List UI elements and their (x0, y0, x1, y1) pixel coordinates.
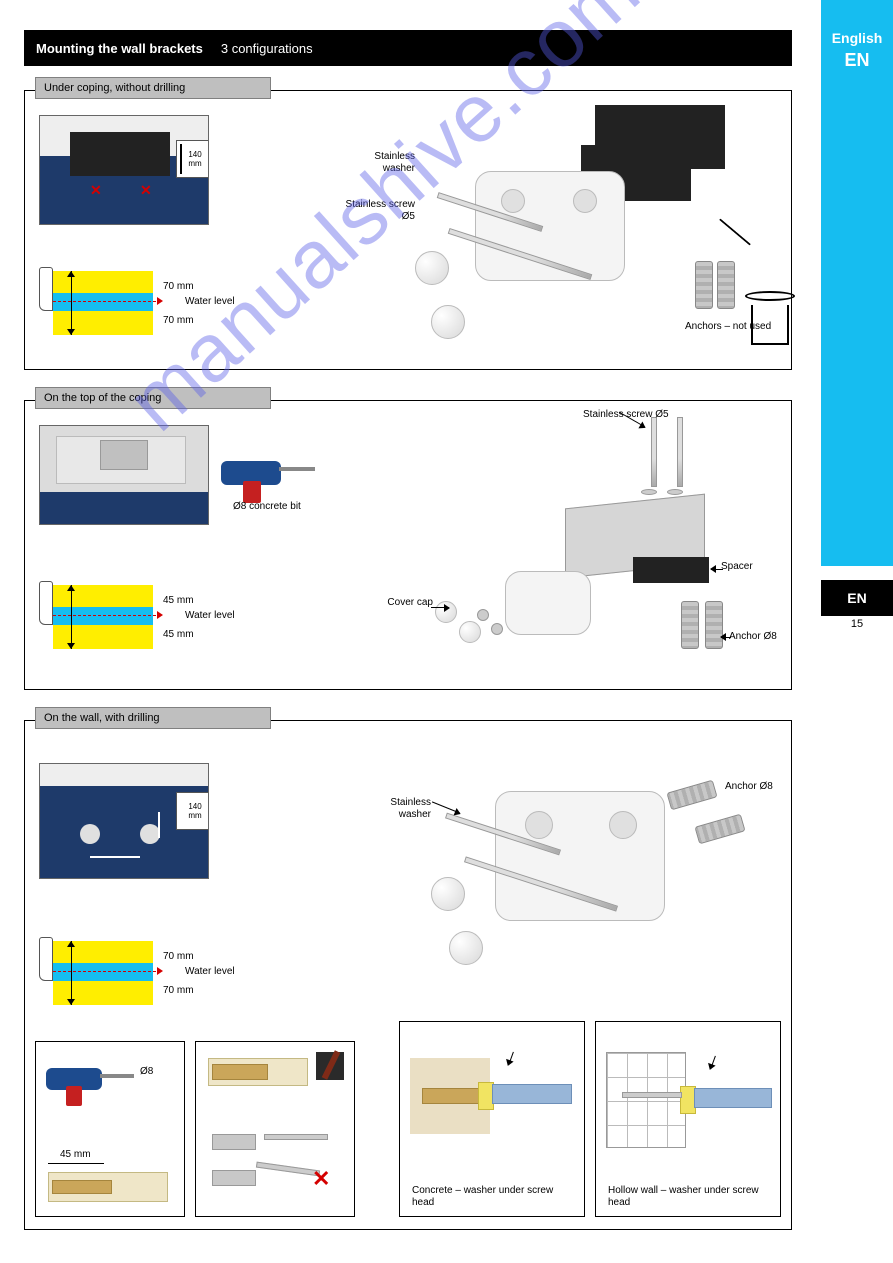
callout-line2: mm (188, 159, 201, 168)
side-lang-line1: English (821, 30, 893, 46)
side-lang-line2: EN (821, 50, 893, 71)
page-number-text: 15 (851, 618, 863, 630)
bracket-hole-icon (573, 189, 597, 213)
section-b-xsection (39, 585, 159, 649)
xsec-a-topdim: 70 mm (163, 281, 194, 293)
discard-arrow-icon (719, 218, 751, 245)
drill-icon (46, 1052, 136, 1108)
section-a-render: Stainless washer Stainless screw Ø5 Anch… (345, 111, 775, 361)
xsec-c-botdim: 70 mm (163, 985, 194, 997)
section-c-render: Stainless washer Anchor Ø8 (365, 741, 775, 971)
section-c: On the wall, with drilling ✕ ✕ 140 mm (24, 720, 792, 1230)
sub-hollow-label: Hollow wall – washer under screw head (608, 1185, 768, 1208)
sub-drill-depth: 45 mm (60, 1149, 91, 1161)
photo-c-callout: 140 mm (176, 792, 209, 830)
title-band: Mounting the wall brackets 3 configurati… (24, 30, 792, 66)
xsec-b-botdim: 45 mm (163, 629, 194, 641)
title-subtitle: 3 configurations (221, 41, 313, 56)
xsec-b-topdim: 45 mm (163, 595, 194, 607)
photo-a-block (70, 132, 170, 176)
render-b-spacer: Spacer (721, 561, 771, 573)
side-lang-label: English EN (821, 30, 893, 71)
section-a-photo: ✕ ✕ 140 mm (39, 115, 209, 225)
red-x-icon: ✕ (312, 1166, 330, 1192)
section-b-photo (39, 425, 209, 525)
render-c-washer: Stainless washer (365, 797, 431, 820)
sub-hollow: Hollow wall – washer under screw head (595, 1021, 781, 1217)
sub-concrete-label: Concrete – washer under screw head (412, 1185, 572, 1208)
section-c-xsection (39, 941, 159, 1005)
sub-drill: Ø8 45 mm (35, 1041, 185, 1217)
side-lang-black: EN (821, 580, 893, 616)
sub-drill-dia: Ø8 (140, 1066, 153, 1078)
render-a-anchornote: Anchors – not used (685, 321, 771, 333)
section-a-tab: Under coping, without drilling (35, 77, 271, 99)
drill-icon (221, 443, 317, 503)
page: English EN EN 15 Mounting the wall brack… (0, 0, 893, 1263)
section-a: Under coping, without drilling ✕ ✕ 140 m… (24, 90, 792, 370)
xsec-a-botdim: 70 mm (163, 315, 194, 327)
red-x-icon: ✕ (140, 182, 152, 199)
render-b-anchor: Anchor Ø8 (729, 631, 779, 643)
bracket-hole-icon (501, 189, 525, 213)
render-b-cap: Cover cap (377, 597, 433, 609)
section-a-xsection (39, 271, 159, 335)
xsec-c-note: Water level (185, 966, 235, 978)
side-lang-code: EN (847, 590, 866, 606)
side-blue-tab (821, 0, 893, 566)
section-c-tab: On the wall, with drilling (35, 707, 271, 729)
section-a-tab-text: Under coping, without drilling (44, 82, 185, 94)
sub-anchor: ✕ (195, 1041, 355, 1217)
title-text: Mounting the wall brackets (36, 41, 203, 56)
render-c-anchor: Anchor Ø8 (725, 781, 775, 793)
xsec-a-note: Water level (185, 296, 235, 308)
callout-c-line1: 140 (188, 802, 201, 811)
xsec-c-topdim: 70 mm (163, 951, 194, 963)
render-a-washer: Stainless washer (345, 151, 415, 174)
render-a-screw: Stainless screw Ø5 (345, 199, 415, 222)
section-c-tab-text: On the wall, with drilling (44, 712, 160, 724)
section-b-tab-text: On the top of the coping (44, 392, 161, 404)
xsec-b-note: Water level (185, 610, 235, 622)
sub-concrete: Concrete – washer under screw head (399, 1021, 585, 1217)
callout-c-line2: mm (188, 811, 201, 820)
callout-line1: 140 (188, 150, 201, 159)
drill-b-note: Ø8 concrete bit (233, 501, 301, 513)
red-x-icon: ✕ (90, 182, 102, 199)
trash-icon (745, 291, 795, 345)
section-b-render: Stainless screw Ø5 Spacer Anchor Ø8 Cove… (365, 411, 775, 681)
section-b-tab: On the top of the coping (35, 387, 271, 409)
section-c-photo: ✕ ✕ 140 mm (39, 763, 209, 879)
vert-arrow-icon (180, 144, 182, 174)
section-b: On the top of the coping Ø8 concrete bit… (24, 400, 792, 690)
side-page-num: 15 (821, 618, 893, 630)
